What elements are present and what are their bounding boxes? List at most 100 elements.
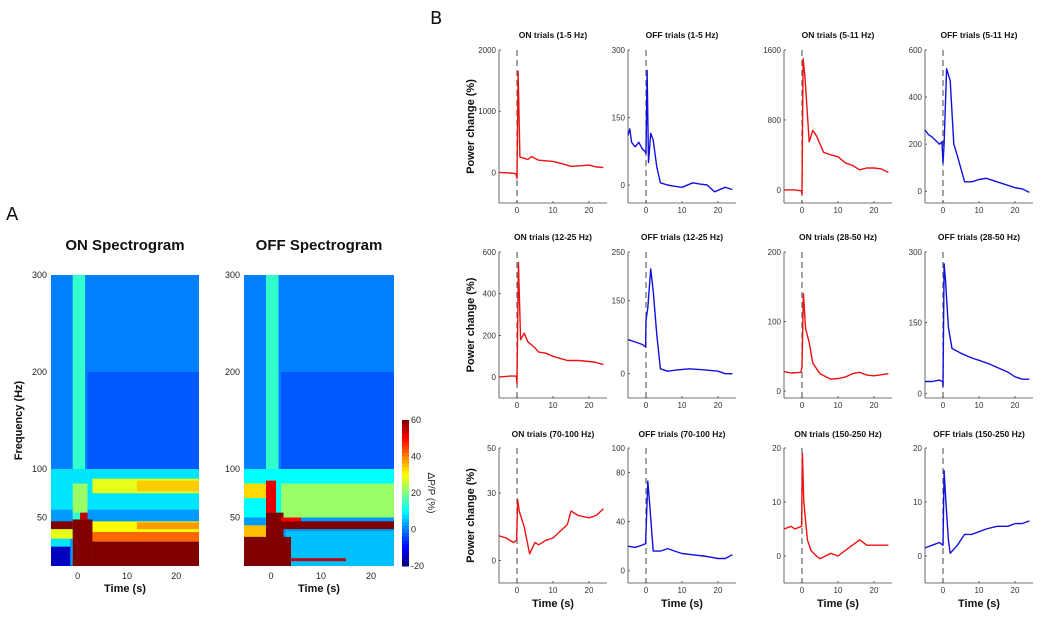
- x-tick-label: 0: [800, 586, 805, 595]
- x-tick-label: 20: [870, 401, 879, 410]
- colorbar-segment: [402, 544, 409, 549]
- y-tick-label: 0: [492, 373, 497, 382]
- y-tick-label: 0: [777, 186, 782, 195]
- y-tick-label: 1000: [478, 107, 496, 116]
- y-tick-label: 0: [777, 552, 782, 561]
- heatmap-cell: [92, 541, 199, 566]
- data-line: [627, 69, 733, 193]
- y-tick-label: 100: [612, 444, 626, 453]
- heatmap-cell: [281, 372, 394, 469]
- colorbar-segment: [402, 456, 409, 461]
- line-panel: 0 150 300 0 10 20 OFF trials (1-5 Hz): [612, 30, 736, 215]
- y-tick-label: 400: [909, 93, 923, 102]
- x-axis-label: Time (s): [817, 598, 859, 610]
- x-tick-label: 0: [515, 586, 520, 595]
- x-tick-label: 10: [975, 206, 984, 215]
- y-tick-label: 100: [225, 464, 240, 474]
- colorbar-segment: [402, 489, 409, 494]
- x-tick-label: 20: [714, 401, 723, 410]
- x-tick-label: 10: [316, 571, 326, 581]
- x-tick-label: 20: [870, 206, 879, 215]
- spectrogram-off: OFF Spectrogram 50 100 200 300 0 10 20 Time (s): [225, 237, 394, 595]
- colorbar-segment: [402, 533, 409, 538]
- data-line: [627, 268, 733, 375]
- colorbar-segment: [402, 529, 409, 534]
- heatmap-cell: [244, 525, 266, 537]
- colorbar-tick-label: -20: [411, 561, 424, 571]
- heatmap-cell: [283, 536, 291, 566]
- x-tick-label: 20: [1011, 401, 1020, 410]
- x-tick-label: 20: [171, 571, 181, 581]
- colorbar-segment: [402, 467, 409, 472]
- y-tick-label: 0: [621, 181, 626, 190]
- heatmap-cell: [266, 512, 284, 566]
- panel-title: OFF trials (12-25 Hz): [641, 232, 723, 242]
- heatmap-cell: [51, 521, 73, 530]
- spectrogram-title: OFF Spectrogram: [256, 237, 383, 254]
- colorbar-tick-label: 60: [411, 415, 421, 425]
- y-tick-label: 400: [483, 290, 497, 299]
- heatmap-cell: [286, 558, 346, 562]
- x-tick-label: 10: [678, 586, 687, 595]
- x-tick-label: 10: [834, 586, 843, 595]
- x-tick-label: 0: [644, 586, 649, 595]
- y-tick-label: 20: [772, 444, 781, 453]
- y-tick-label: 10: [913, 498, 922, 507]
- y-tick-label: 200: [225, 367, 240, 377]
- colorbar-tick-label: 20: [411, 488, 421, 498]
- y-tick-label: 150: [612, 297, 626, 306]
- y-axis-label: Power change (%): [465, 468, 477, 563]
- heatmap-cell: [266, 480, 276, 513]
- colorbar-segment: [402, 540, 409, 545]
- y-tick-label: 200: [32, 367, 47, 377]
- colorbar-segment: [402, 452, 409, 457]
- y-tick-label: 80: [616, 469, 625, 478]
- data-line: [925, 263, 1030, 387]
- line-panel: 0 800 1600 0 10 20 ON trials (5-11 Hz): [763, 30, 892, 215]
- colorbar-tick-label: 40: [411, 452, 421, 462]
- y-tick-label: 0: [777, 387, 782, 396]
- heatmap-cell: [244, 483, 266, 499]
- panel-title: OFF trials (28-50 Hz): [938, 232, 1020, 242]
- data-line: [498, 261, 604, 385]
- line-panel: 0 100 200 0 10 20 ON trials (28-50 Hz): [768, 232, 892, 410]
- y-tick-label: 0: [918, 552, 923, 561]
- y-tick-label: 600: [909, 46, 923, 55]
- data-line: [498, 499, 604, 555]
- heatmap-cell: [51, 538, 71, 547]
- y-tick-label: 50: [230, 513, 240, 523]
- y-axis-label: Power change (%): [465, 277, 477, 372]
- heatmap-cell: [136, 480, 199, 492]
- colorbar-segment: [402, 518, 409, 523]
- x-tick-label: 10: [975, 586, 984, 595]
- colorbar-segment: [402, 471, 409, 476]
- x-tick-label: 10: [678, 206, 687, 215]
- y-tick-label: 30: [487, 489, 496, 498]
- line-panel: 0 30 50 0 10 20 ON trials (70-100 Hz) Time (s) P…: [465, 429, 607, 610]
- y-tick-label: 0: [918, 187, 923, 196]
- colorbar-segment: [402, 482, 409, 487]
- panel-title: ON trials (70-100 Hz): [512, 429, 595, 439]
- y-axis-label: Frequency (Hz): [13, 380, 25, 460]
- colorbar-segment: [402, 558, 409, 563]
- heatmap-cell: [72, 483, 88, 513]
- y-tick-label: 300: [32, 270, 47, 280]
- y-tick-label: 200: [909, 140, 923, 149]
- colorbar-segment: [402, 434, 409, 439]
- y-tick-label: 100: [32, 464, 47, 474]
- colorbar-segment: [402, 551, 409, 556]
- spectrogram-on: ON Spectrogram 50 100 200 300 0 10 20 Time (s) Fr…: [13, 237, 199, 595]
- x-tick-label: 20: [585, 401, 594, 410]
- colorbar-segment: [402, 514, 409, 520]
- heatmap-cell: [51, 529, 73, 539]
- data-line: [498, 70, 604, 180]
- x-tick-label: 20: [714, 206, 723, 215]
- colorbar-segment: [402, 562, 409, 567]
- panel-label-a: A: [6, 204, 19, 225]
- colorbar-segment: [402, 522, 409, 527]
- colorbar-segment: [402, 555, 409, 560]
- x-tick-label: 0: [515, 401, 520, 410]
- line-panel: 0 40 80 100 0 10 20 OFF trials (70-100 Hz) Time …: [612, 429, 736, 610]
- line-panel: 0 150 250 0 10 20 OFF trials (12-25 Hz): [612, 232, 736, 410]
